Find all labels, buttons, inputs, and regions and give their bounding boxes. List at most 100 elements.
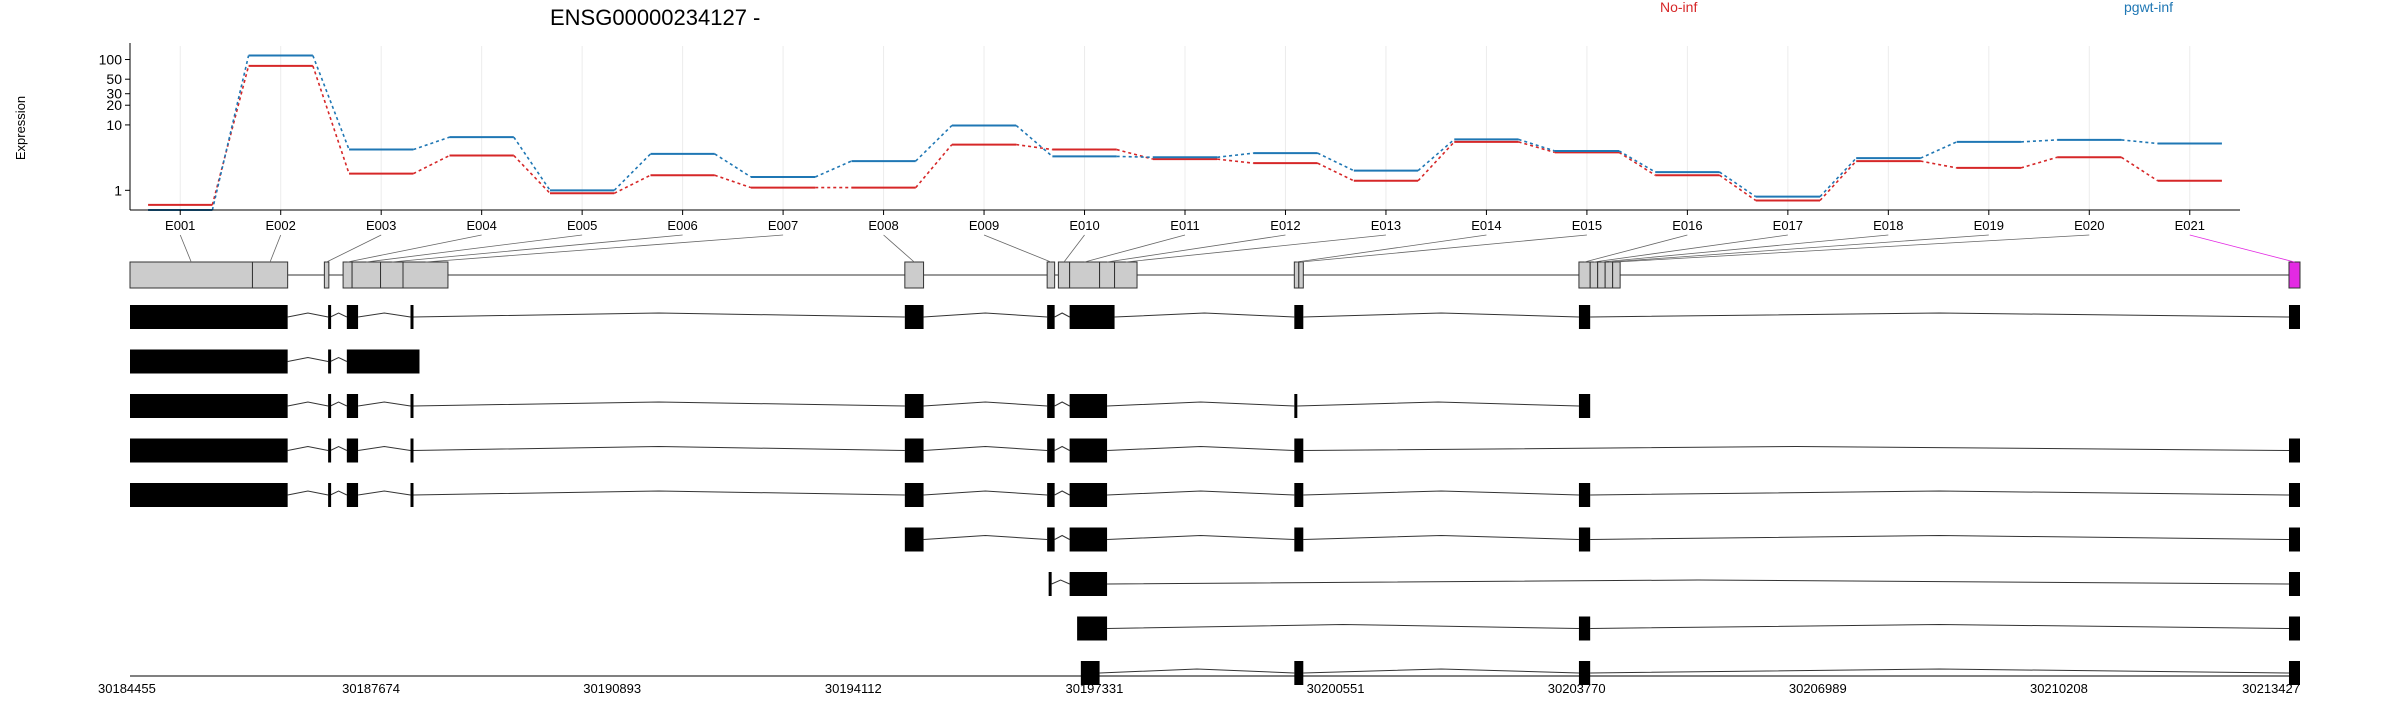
y-tick-label: 100	[99, 52, 123, 68]
intron	[1107, 445, 1295, 451]
exon-bin	[342, 261, 353, 289]
coordinate-tick-label: 30190893	[583, 681, 641, 696]
exon	[328, 349, 332, 374]
series-connector	[1719, 174, 1757, 202]
intron	[287, 356, 329, 362]
exon-bin	[1057, 261, 1071, 289]
x-tick-label: E021	[2175, 218, 2205, 233]
intron	[330, 401, 348, 407]
exon-bin-connector	[1593, 234, 1788, 263]
y-tick-label: 30	[106, 86, 122, 102]
exon	[1069, 394, 1108, 418]
intron	[1051, 579, 1070, 585]
exon-bin-connector	[391, 234, 683, 263]
exon	[1578, 483, 1591, 507]
coordinate-tick-label: 30206989	[1789, 681, 1847, 696]
intron	[412, 445, 905, 451]
exon-bin-connector	[1601, 234, 1889, 263]
exon	[346, 305, 359, 329]
series-connector	[1819, 157, 1857, 198]
intron	[287, 401, 329, 407]
series-connector	[1719, 171, 1757, 198]
transcript	[130, 438, 2300, 463]
exon	[2288, 527, 2300, 552]
series-connector	[814, 160, 852, 178]
intron	[412, 490, 905, 496]
exon	[1048, 572, 1052, 596]
series-pgwt-inf	[148, 54, 2222, 211]
intron	[923, 490, 1048, 496]
exon	[1069, 527, 1108, 552]
coordinate-tick-label: 30187674	[342, 681, 400, 696]
exon-bin-connector	[983, 234, 1052, 263]
gene-model: 30184455 30187674 30190893 30194112 30197331…	[98, 234, 2301, 696]
transcript	[1048, 572, 2300, 596]
y-tick-label: 50	[106, 71, 122, 87]
intron	[1099, 668, 1295, 674]
exon-bin-connector	[326, 234, 382, 263]
transcript	[130, 394, 1591, 418]
exon	[1578, 305, 1591, 329]
exon	[328, 438, 332, 463]
x-tick-label: E013	[1371, 218, 1401, 233]
exon	[2288, 305, 2300, 329]
series-connector	[915, 144, 953, 189]
exon	[1069, 572, 1108, 596]
exon	[904, 483, 924, 507]
x-tick-label: E010	[1069, 218, 1099, 233]
transcript	[130, 349, 420, 374]
exon-bin	[904, 261, 925, 289]
series-connector	[1015, 124, 1053, 158]
y-tick-label: 20	[106, 97, 122, 113]
intron	[1107, 623, 1579, 629]
intron	[1054, 401, 1070, 407]
y-tick-label: 10	[106, 117, 122, 133]
series-connector	[1116, 155, 1153, 159]
exon-bin	[1046, 261, 1056, 289]
exon	[2288, 483, 2300, 507]
series-connector	[312, 55, 350, 150]
exon	[346, 349, 420, 374]
exon-bin-connector	[1616, 234, 2090, 263]
exon	[130, 483, 288, 507]
series-connector	[312, 65, 350, 174]
grid-lines	[179, 46, 2191, 210]
exon	[1077, 616, 1108, 641]
x-tick-label: E002	[266, 218, 296, 233]
exon-bin	[380, 261, 404, 289]
coordinate-tick-label: 30197331	[1065, 681, 1123, 696]
exon	[130, 394, 288, 418]
series-connector	[413, 136, 450, 151]
exon	[904, 394, 924, 418]
exon	[1294, 438, 1304, 463]
intron	[1054, 534, 1070, 540]
intron	[1303, 490, 1579, 496]
intron	[1590, 490, 2289, 496]
transcript	[130, 305, 2300, 329]
intron	[923, 401, 1048, 407]
exon-bin	[1114, 261, 1138, 289]
exon	[1294, 483, 1304, 507]
exon	[1047, 305, 1055, 329]
exon	[410, 483, 414, 507]
x-tick-label: E009	[969, 218, 999, 233]
intron	[1297, 401, 1579, 407]
intron	[1303, 668, 1579, 674]
x-tick-label: E008	[868, 218, 898, 233]
exon-bin	[2288, 261, 2301, 289]
exon	[346, 394, 359, 418]
exon-bin	[1069, 261, 1101, 289]
intron	[357, 312, 411, 318]
exon-bin-connector	[1125, 234, 1386, 263]
intron	[412, 401, 905, 407]
coordinate-tick-label: 30184455	[98, 681, 156, 696]
chart-title: ENSG00000234127 -	[550, 5, 760, 30]
exon	[346, 483, 359, 507]
series-connector	[1217, 158, 1254, 164]
series-connector	[1317, 162, 1355, 182]
exon-bin	[1597, 261, 1606, 289]
transcript	[1077, 616, 2300, 641]
intron	[1590, 534, 2289, 540]
series-lines	[148, 54, 2222, 211]
exon	[2288, 616, 2300, 641]
